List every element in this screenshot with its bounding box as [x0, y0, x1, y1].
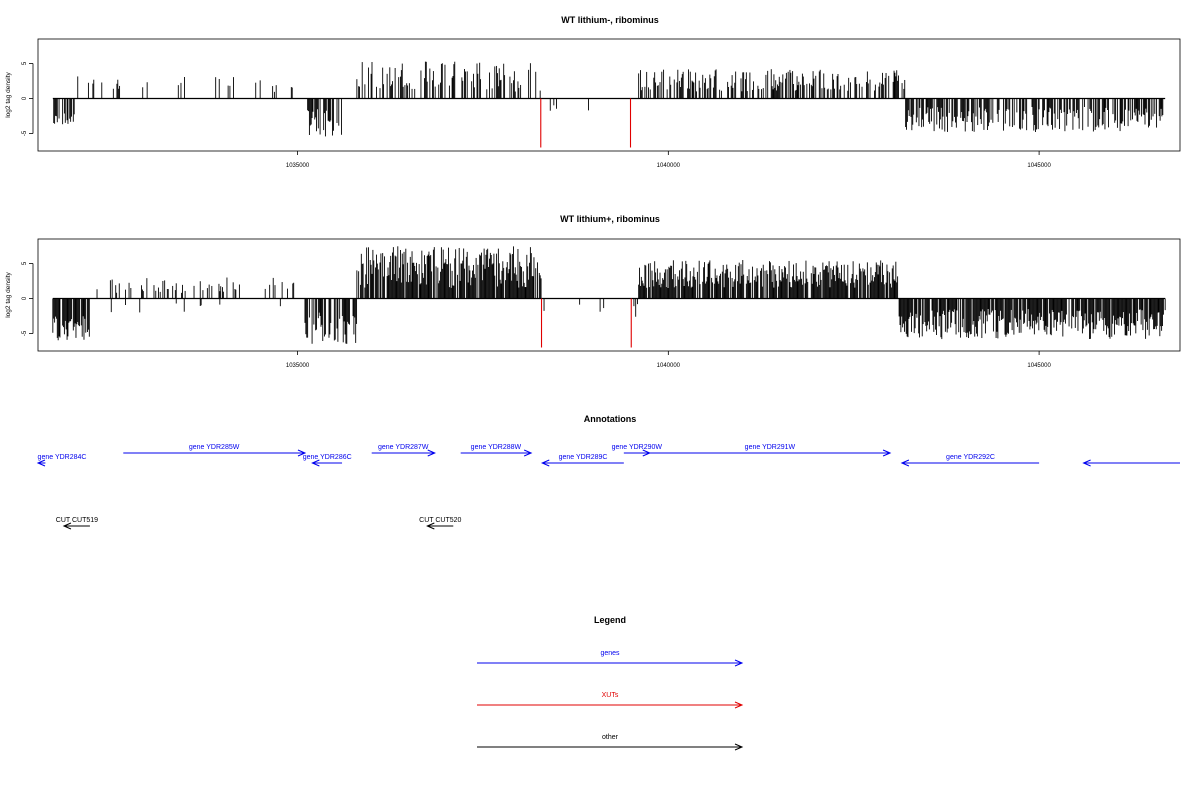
feature-label: gene YDR291W	[745, 444, 796, 451]
legend-title: Legend	[594, 615, 626, 625]
arrow-head	[62, 522, 72, 530]
legend: Legend genes XUTs other	[477, 615, 744, 751]
arrow-head	[900, 459, 910, 467]
y-axis: 5 0 -5	[22, 61, 34, 136]
plot-frame	[37, 38, 1181, 152]
annotations-title: Annotations	[584, 414, 637, 424]
x-tick-label: 1035000	[286, 163, 310, 169]
feature-label: gene YDR289C	[559, 454, 608, 461]
arrow-head	[311, 459, 320, 467]
y-axis-label: log2 tag density	[5, 271, 12, 317]
feature-label: CUT CUT520	[419, 517, 461, 524]
y-axis-label: log2 tag density	[5, 71, 12, 117]
feature-label: gene YDR288W	[471, 444, 522, 451]
panel-lithium-plus: WT lithium+, ribominus 5 0 -5 1035000 10400…	[5, 214, 1181, 369]
feature-label: gene YDR287W	[378, 444, 429, 451]
signal-bars	[52, 61, 1166, 148]
y-tick-label: 0	[22, 296, 28, 300]
x-axis: 1035000 1040000 1045000	[286, 151, 1051, 169]
arrow-head	[1082, 459, 1091, 467]
y-tick-label: 0	[22, 96, 28, 100]
legend-label: XUTs	[602, 692, 619, 699]
y-tick-label: -5	[22, 130, 28, 136]
feature-label: gene YDR284C	[38, 454, 87, 461]
arrow-head	[882, 449, 892, 457]
panel-title: WT lithium-, ribominus	[561, 15, 659, 25]
feature-label: CUT CUT519	[56, 517, 98, 524]
feature-list: gene YDR284C gene YDR285W gene YDR286C gene…	[36, 444, 1180, 530]
arrow-head	[427, 449, 437, 457]
legend-label: other	[602, 734, 619, 741]
x-tick-label: 1045000	[1027, 363, 1051, 369]
y-axis: 5 0 -5	[22, 261, 34, 336]
panel-title: WT lithium+, ribominus	[560, 214, 660, 224]
x-tick-label: 1035000	[286, 363, 310, 369]
arrow-head	[523, 449, 533, 457]
legend-arrow-head	[734, 659, 744, 667]
y-tick-label: 5	[22, 61, 28, 65]
feature-label: gene YDR290W	[612, 444, 663, 451]
legend-label: genes	[600, 650, 620, 657]
x-axis: 1035000 1040000 1045000	[286, 351, 1051, 369]
y-tick-label: -5	[22, 330, 28, 336]
feature-label: gene YDR285W	[189, 444, 240, 451]
panel-lithium-minus: WT lithium-, ribominus 5 0 -5 1035000 10400…	[5, 15, 1181, 169]
signal-bars	[52, 246, 1166, 348]
x-tick-label: 1040000	[657, 163, 681, 169]
feature-label: gene YDR292C	[946, 454, 995, 461]
x-tick-label: 1040000	[657, 363, 681, 369]
arrow-head	[540, 459, 550, 467]
legend-arrow-head	[734, 743, 744, 751]
legend-arrow-head	[734, 701, 744, 709]
feature-label: gene YDR286C	[303, 454, 352, 461]
arrow-head	[426, 522, 435, 530]
legend-items: genes XUTs other	[477, 650, 744, 751]
plot-frame	[37, 238, 1181, 352]
y-tick-label: 5	[22, 261, 28, 265]
arrow-head	[297, 449, 307, 457]
arrow-head	[36, 459, 46, 467]
x-tick-label: 1045000	[1027, 163, 1051, 169]
